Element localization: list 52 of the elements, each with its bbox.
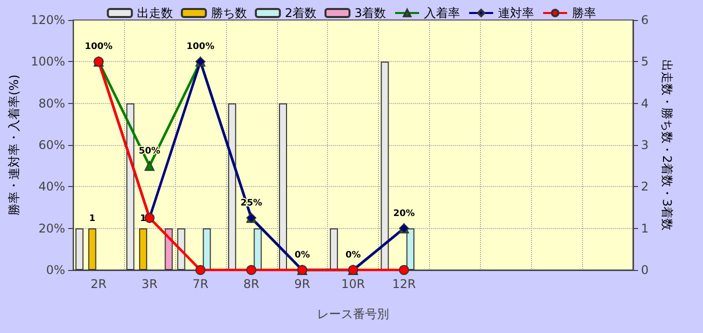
x-tick-label: 3R: [142, 277, 158, 291]
data-label: 0%: [294, 250, 310, 260]
legend-label: 出走数: [136, 6, 173, 20]
bar: [126, 103, 134, 270]
bar: [75, 228, 84, 270]
y2-tick-label: 6: [641, 13, 649, 27]
y-tick-label: 100%: [30, 54, 66, 69]
x-tick-label: 10R: [341, 277, 365, 291]
x-tick-label: 12R: [392, 277, 416, 291]
bar: [279, 103, 288, 270]
x-axis-title: レース番号別: [317, 307, 390, 321]
bar: [330, 228, 338, 270]
point: [246, 265, 256, 275]
y2-tick-label: 4: [641, 96, 649, 110]
y2-tick-label: 2: [641, 180, 649, 194]
bar: [380, 62, 389, 270]
bar: [139, 228, 148, 270]
point: [195, 265, 206, 275]
legend-label: 連対率: [498, 6, 534, 20]
legend-label: 勝率: [572, 6, 596, 20]
y-tick-label: 20%: [38, 221, 66, 236]
x-tick-label: 8R: [243, 277, 260, 291]
y2-tick-label: 0: [641, 263, 649, 277]
bar: [228, 103, 236, 270]
y-axis-title: 勝率・連対率・入着率(%): [7, 74, 21, 216]
data-label: 1: [89, 214, 96, 224]
bar: [88, 228, 96, 270]
y2-axis-title: 出走数・勝ち数・2着数・3着数: [660, 59, 674, 231]
bar: [177, 228, 186, 270]
point: [399, 265, 409, 275]
y-tick-label: 80%: [38, 96, 66, 110]
data-label: 100%: [186, 42, 214, 52]
y2-tick-label: 1: [641, 221, 649, 236]
data-label: 20%: [393, 208, 415, 219]
x-tick-label: 7R: [192, 277, 208, 291]
legend-label: 勝ち数: [210, 6, 247, 20]
y2-tick-label: 3: [641, 138, 649, 152]
y2-tick-label: 5: [641, 54, 649, 69]
x-tick-label: 2R: [90, 277, 107, 291]
legend-label: 2着数: [284, 6, 317, 20]
legend-label: 入着率: [424, 6, 460, 20]
legend-label: 3着数: [354, 6, 386, 20]
y-tick-label: 60%: [38, 138, 66, 152]
data-label: 100%: [84, 42, 113, 52]
data-label: 1: [140, 214, 146, 224]
x-tick-label: 9R: [294, 277, 310, 291]
y-tick-label: 120%: [30, 13, 66, 27]
y-tick-label: 40%: [38, 180, 66, 194]
y-tick-label: 0%: [46, 263, 66, 277]
bar: [164, 228, 173, 270]
data-label: 0%: [345, 250, 361, 260]
point: [144, 160, 155, 171]
